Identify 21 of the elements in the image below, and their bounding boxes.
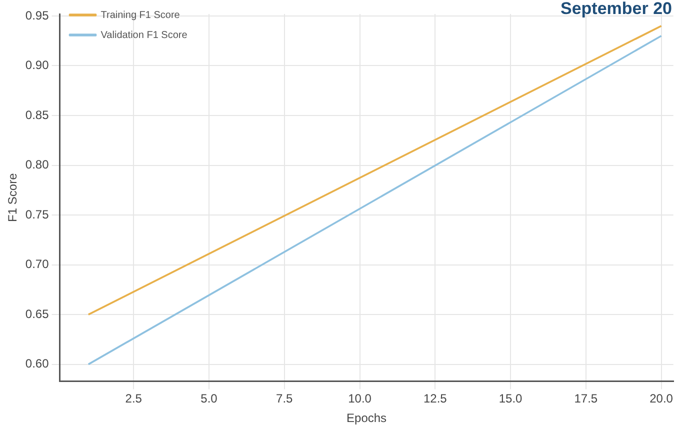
x-tick-label: 15.0 — [498, 392, 523, 406]
legend-label: Validation F1 Score — [100, 30, 188, 41]
y-axis-title: F1 Score — [6, 172, 20, 222]
y-tick-label: 0.95 — [25, 8, 50, 22]
y-tick-label: 0.60 — [25, 356, 50, 371]
x-tick-label: 7.5 — [276, 392, 294, 406]
y-tick-label: 0.70 — [25, 257, 50, 272]
x-axis-title: Epochs — [346, 411, 387, 426]
legend-label: Training F1 Score — [100, 10, 180, 21]
x-tick-label: 10.0 — [348, 392, 372, 406]
y-tick-label: 0.90 — [25, 58, 50, 72]
x-tick-label: 12.5 — [423, 392, 448, 406]
y-tick-label: 0.65 — [25, 306, 50, 321]
x-tick-label: 17.5 — [574, 392, 598, 406]
annotation: September 20 — [560, 0, 672, 18]
x-tick-label: 2.5 — [125, 392, 142, 406]
y-tick-label: 0.85 — [25, 108, 50, 122]
y-tick-label: 0.80 — [25, 158, 50, 172]
x-tick-label: 20.0 — [650, 392, 674, 406]
x-tick-label: 5.0 — [200, 392, 218, 406]
y-tick-label: 0.75 — [25, 207, 50, 222]
